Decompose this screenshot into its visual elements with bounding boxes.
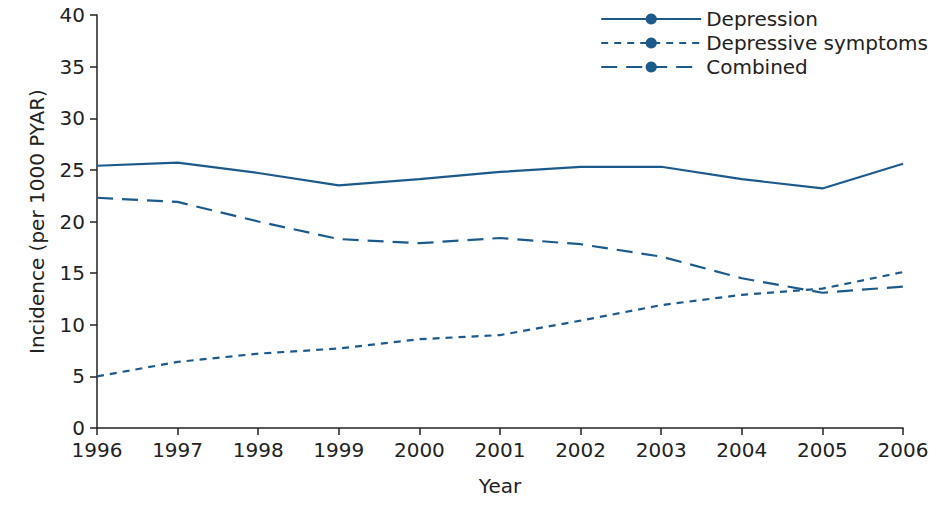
svg-text:2003: 2003 xyxy=(636,438,687,462)
svg-text:2004: 2004 xyxy=(716,438,767,462)
svg-text:Year: Year xyxy=(478,474,522,498)
svg-text:1998: 1998 xyxy=(233,438,284,462)
svg-text:1997: 1997 xyxy=(152,438,203,462)
svg-text:2002: 2002 xyxy=(555,438,606,462)
svg-text:0: 0 xyxy=(72,416,85,440)
svg-text:1999: 1999 xyxy=(313,438,364,462)
svg-text:30: 30 xyxy=(60,106,85,130)
svg-text:40: 40 xyxy=(60,3,85,27)
svg-text:10: 10 xyxy=(60,313,85,337)
svg-text:20: 20 xyxy=(60,210,85,234)
svg-text:Combined: Combined xyxy=(706,55,808,79)
svg-text:2001: 2001 xyxy=(475,438,526,462)
svg-text:Depressive symptoms: Depressive symptoms xyxy=(706,31,928,55)
svg-text:35: 35 xyxy=(60,55,85,79)
svg-text:2000: 2000 xyxy=(394,438,445,462)
svg-text:Depression: Depression xyxy=(706,7,818,31)
svg-text:2006: 2006 xyxy=(878,438,929,462)
svg-text:Incidence (per 1000 PYAR): Incidence (per 1000 PYAR) xyxy=(25,89,49,354)
svg-text:5: 5 xyxy=(72,364,85,388)
svg-text:2005: 2005 xyxy=(797,438,848,462)
svg-text:1996: 1996 xyxy=(72,438,123,462)
svg-text:25: 25 xyxy=(60,158,85,182)
svg-text:15: 15 xyxy=(60,261,85,285)
